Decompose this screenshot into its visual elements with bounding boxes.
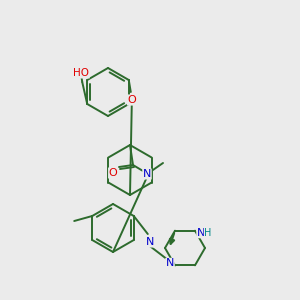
Text: HO: HO [73,68,89,78]
Text: O: O [109,168,117,178]
Text: N: N [166,258,174,268]
Text: O: O [128,95,136,105]
Text: H: H [204,228,212,238]
Text: N: N [197,228,205,238]
Text: N: N [143,169,151,179]
Text: N: N [146,237,154,247]
